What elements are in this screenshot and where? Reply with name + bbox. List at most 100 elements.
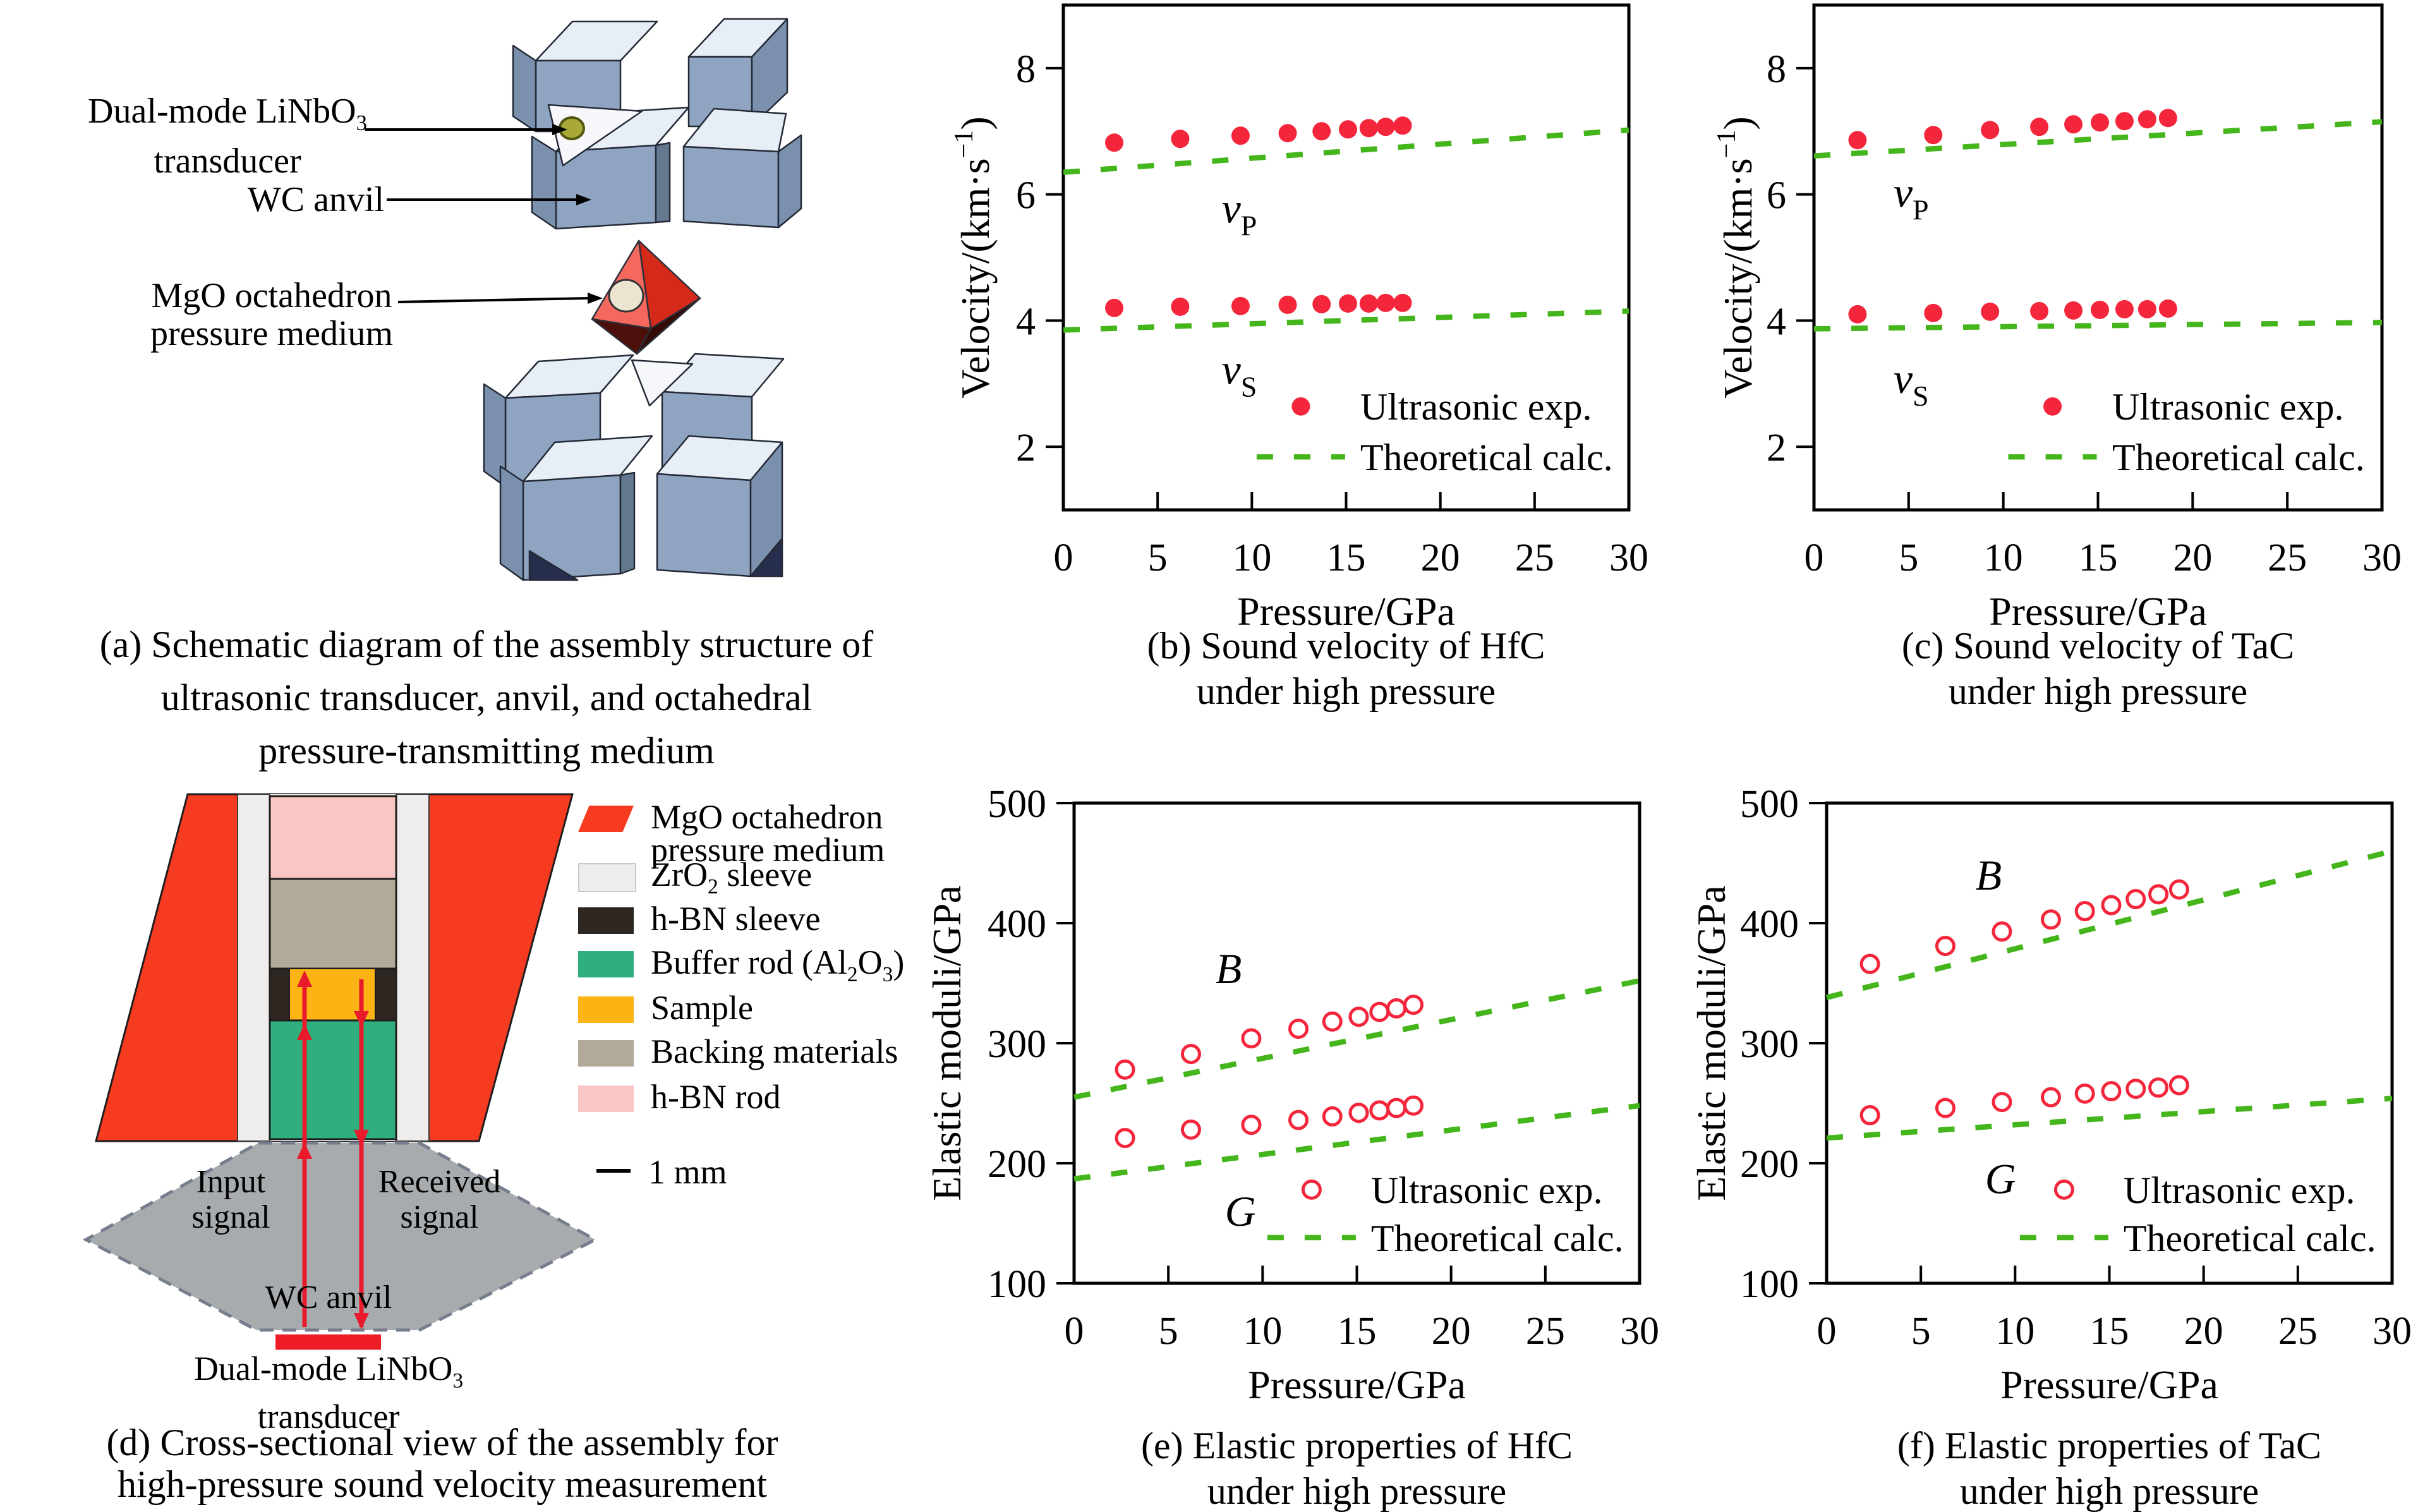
- legend-label-backing-materials: Backing materials: [651, 1034, 898, 1068]
- series-label-vS: vS: [1222, 345, 1257, 402]
- wc-anvil-label: WC anvil: [240, 181, 392, 219]
- series-label-B: B: [1216, 945, 1242, 993]
- label-line: Input: [196, 1164, 266, 1200]
- x-axis-label: Pressure/GPa: [1989, 589, 2207, 634]
- x-tick-label: 0: [1054, 536, 1073, 579]
- y-tick-label: 200: [1740, 1143, 1799, 1186]
- panel-a-arrows: [365, 124, 603, 304]
- received-arrowhead-icon: [354, 1011, 369, 1027]
- data-point-B: [1403, 995, 1424, 1015]
- series-label-vP: vP: [1222, 184, 1257, 242]
- chart-c: 0 5 10 15 20 25 30 2 4 6 8 Pressure/GPa Velocity/(km…: [1712, 3, 2402, 634]
- legend-label: Theoretical calc.: [1371, 1218, 1624, 1259]
- data-point-B: [2074, 901, 2095, 921]
- y-tick-label: 300: [1740, 1023, 1799, 1066]
- legend-label: Theoretical calc.: [2124, 1218, 2376, 1259]
- label-line: MgO octahedron: [151, 276, 392, 315]
- data-point-vP: [2064, 115, 2083, 134]
- legend-label-line: h-BN rod: [651, 1078, 781, 1116]
- caption-line: (d) Cross-sectional view of the assembly…: [106, 1422, 778, 1463]
- legend-label-mgo-octahedron: MgO octahedron pressure medium: [651, 800, 885, 867]
- data-point-vS: [2158, 299, 2177, 318]
- label-line: transducer: [154, 142, 301, 181]
- data-point-B: [1241, 1028, 1262, 1049]
- data-point-B: [1115, 1059, 1135, 1080]
- data-point-G: [2125, 1079, 2146, 1099]
- y-axis-label: Velocity/(km·s−1): [1712, 116, 1760, 398]
- label-line: signal: [400, 1199, 479, 1235]
- y-tick-label: 4: [1767, 300, 1786, 343]
- scale-bar-label: 1 mm: [648, 1153, 727, 1191]
- mgo-arrowhead-icon: [588, 293, 603, 304]
- y-axis-label: Elastic moduli/GPa: [924, 885, 969, 1201]
- x-tick-label: 20: [2184, 1310, 2223, 1353]
- y-tick-label: 100: [988, 1263, 1046, 1306]
- legend-label: Ultrasonic exp.: [1371, 1170, 1603, 1211]
- data-point-vS: [2090, 300, 2109, 319]
- data-point-B: [1348, 1007, 1369, 1027]
- caption-c: (c) Sound velocity of TaC under high pre…: [1814, 623, 2382, 714]
- legend-label-line: Sample: [651, 989, 753, 1027]
- data-point-vP: [1393, 116, 1412, 135]
- data-point-G: [1322, 1106, 1343, 1127]
- x-tick-label: 0: [1804, 536, 1824, 579]
- data-point-G: [1992, 1092, 2012, 1113]
- legend-label: Theoretical calc.: [1360, 437, 1613, 478]
- legend-marker-exp: [2043, 397, 2062, 416]
- corner-shadow-wedge: [528, 550, 579, 581]
- data-point-B: [2125, 889, 2146, 909]
- data-point-B: [1369, 1001, 1390, 1022]
- x-tick-label: 25: [2268, 536, 2307, 579]
- caption-line: under high pressure: [1207, 1470, 1507, 1512]
- x-tick-label: 15: [1338, 1310, 1377, 1353]
- data-point-G: [1859, 1105, 1880, 1125]
- data-point-vP: [1312, 122, 1331, 141]
- wc-anvil-hexagon-label: WC anvil: [253, 1280, 404, 1315]
- label-line: WC anvil: [247, 180, 385, 219]
- data-point-vP: [1376, 118, 1395, 136]
- legend-label-zro2-sleeve: ZrO2 sleeve: [651, 857, 812, 904]
- data-point-G: [1115, 1128, 1135, 1149]
- legend-swatch-zro2-sleeve: [578, 863, 636, 892]
- data-point-vP: [1171, 130, 1190, 148]
- series-label-B: B: [1976, 851, 2002, 899]
- data-point-G: [1403, 1095, 1424, 1116]
- data-point-G: [1935, 1098, 1956, 1118]
- x-tick-label: 5: [1159, 1310, 1178, 1353]
- y-tick-label: 300: [988, 1023, 1046, 1066]
- y-tick-label: 500: [988, 783, 1046, 826]
- data-point-vP: [2158, 109, 2177, 128]
- data-point-G: [2168, 1075, 2189, 1096]
- data-point-vP: [1231, 126, 1250, 145]
- transducer-bar: [275, 1334, 381, 1350]
- y-tick-label: 400: [1740, 903, 1799, 946]
- data-point-G: [1348, 1103, 1369, 1123]
- x-tick-label: 20: [1432, 1310, 1471, 1353]
- data-point-vP: [1924, 126, 1943, 145]
- data-point-B: [1992, 921, 2012, 942]
- label-line: Dual-mode LiNbO3: [88, 92, 367, 136]
- data-point-G: [1180, 1119, 1201, 1140]
- signal-arrows: [297, 971, 369, 1329]
- mgo-octahedron: [591, 239, 701, 355]
- caption-line: (f) Elastic properties of TaC: [1897, 1425, 2322, 1467]
- octahedron-window-dot: [608, 279, 644, 313]
- theory-line-B_calc: [1073, 978, 1640, 1100]
- x-axis-label: Pressure/GPa: [2000, 1362, 2218, 1407]
- y-tick-label: 2: [1767, 426, 1786, 469]
- caption-f: (f) Elastic properties of TaC under high…: [1827, 1423, 2392, 1512]
- data-point-vS: [2115, 299, 2134, 318]
- legend-swatch-mgo-octahedron: [578, 806, 634, 832]
- legend-marker-exp: [2053, 1179, 2074, 1200]
- transducer-arrowhead-icon: [552, 124, 567, 135]
- data-point-B: [1859, 953, 1880, 974]
- x-tick-label: 30: [2362, 536, 2402, 579]
- legend-label-line: Buffer rod (Al2O3): [651, 943, 905, 986]
- data-point-vP: [1981, 121, 2000, 140]
- legend-marker-exp: [1301, 1179, 1322, 1200]
- x-tick-label: 25: [1515, 536, 1554, 579]
- y-tick-label: 6: [1767, 174, 1786, 217]
- series-label-G: G: [1225, 1187, 1256, 1235]
